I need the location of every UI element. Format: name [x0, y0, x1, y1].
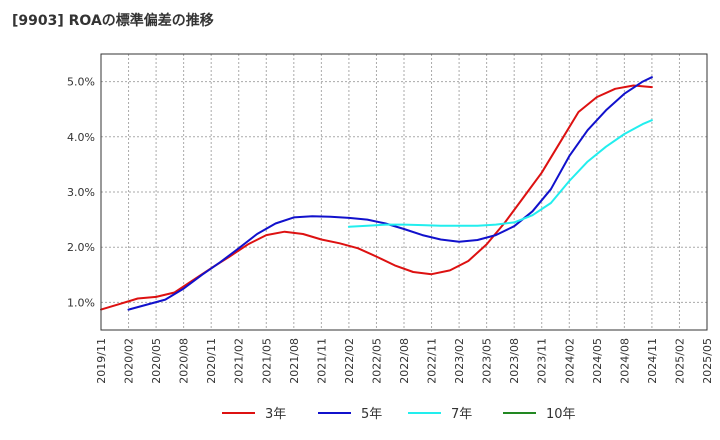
x-tick-label: 2023/11 [536, 338, 549, 384]
y-tick-label: 1.0% [67, 296, 95, 309]
y-tick-label: 5.0% [67, 76, 95, 89]
x-tick-label: 2021/11 [315, 338, 328, 384]
x-tick-label: 2020/08 [178, 338, 191, 384]
y-axis-ticks: 1.0% 2.0% 3.0% 4.0% 5.0% [67, 76, 95, 310]
x-tick-label: 2021/02 [233, 338, 246, 384]
x-tick-label: 2025/02 [673, 338, 686, 384]
x-tick-label: 2025/05 [701, 338, 714, 384]
series-lines [100, 76, 653, 311]
x-tick-label: 2019/11 [95, 338, 108, 384]
grid [100, 54, 708, 330]
y-tick-label: 2.0% [67, 241, 95, 254]
legend: 3年 5年 7年 10年 [222, 407, 576, 422]
x-tick-label: 2023/08 [508, 338, 521, 384]
series-line [127, 76, 653, 311]
y-tick-label: 4.0% [67, 131, 95, 144]
x-tick-label: 2022/05 [370, 338, 383, 384]
chart-title: [9903] ROAの標準偏差の推移 [12, 13, 214, 29]
x-tick-label: 2024/11 [646, 338, 659, 384]
y-tick-label: 3.0% [67, 186, 95, 199]
x-tick-label: 2021/05 [260, 338, 273, 384]
series-line [100, 84, 653, 311]
x-tick-label: 2022/11 [426, 338, 439, 384]
x-tick-label: 2023/02 [453, 338, 466, 384]
x-tick-label: 2024/05 [591, 338, 604, 384]
x-tick-label: 2020/02 [123, 338, 136, 384]
legend-label: 10年 [546, 407, 576, 422]
x-tick-label: 2022/02 [343, 338, 356, 384]
x-tick-label: 2020/11 [205, 338, 218, 384]
legend-label: 7年 [451, 407, 472, 422]
x-tick-label: 2022/08 [398, 338, 411, 384]
x-tick-label: 2023/05 [481, 338, 494, 384]
x-tick-label: 2021/08 [288, 338, 301, 384]
legend-label: 5年 [361, 407, 382, 422]
x-tick-label: 2024/08 [618, 338, 631, 384]
x-axis-ticks: 2019/11 2020/02 2020/05 2020/08 2020/11 2021/… [95, 338, 714, 384]
plot-border [100, 53, 708, 331]
x-tick-label: 2020/05 [150, 338, 163, 384]
x-tick-label: 2024/02 [563, 338, 576, 384]
legend-label: 3年 [265, 407, 286, 422]
series-line [347, 119, 653, 228]
